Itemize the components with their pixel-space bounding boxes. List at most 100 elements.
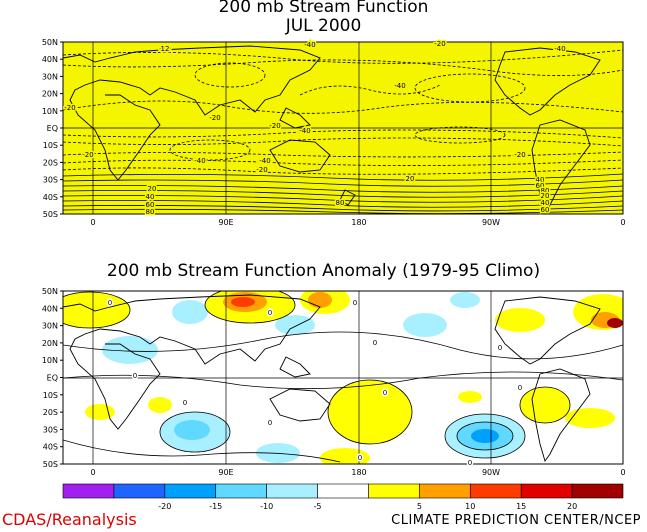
colorbar-label: 5	[417, 502, 422, 511]
bottom-lat-label: 20N	[42, 339, 58, 348]
bottom-lon-label: 0	[90, 468, 95, 477]
top-contour-label: -20	[269, 122, 280, 130]
top-map-panel: -20 -40 -20-40-40-20-20-20-40-40-20-20-20-…	[42, 38, 626, 227]
colorbar-swatch	[419, 483, 471, 499]
bottom-lon-label: 0	[620, 468, 625, 477]
colorbar-label: 10	[465, 502, 475, 511]
bottom-contours	[63, 291, 623, 463]
colorbar-swatch	[469, 483, 522, 499]
colorbar-swatch	[317, 483, 369, 499]
top-contour-label: 60	[541, 206, 550, 214]
colorbar-label: 15	[516, 502, 526, 511]
top-lon-label: 90W	[482, 218, 500, 227]
top-lat-label: 50N	[42, 38, 58, 47]
colorbar-swatch	[266, 483, 318, 499]
bottom-zero-label: 0	[268, 419, 272, 427]
top-lon-label: 180	[351, 218, 366, 227]
bottom-lat-label: 20S	[43, 408, 58, 417]
top-title-line1: 200 mb Stream Function	[218, 0, 429, 17]
bottom-zero-label: 0	[498, 344, 502, 352]
bottom-lat-label: 50S	[43, 460, 58, 469]
top-contour-label: 20	[406, 175, 415, 183]
colorbar-swatch	[571, 483, 624, 499]
footer-source: CDAS/Reanalysis	[2, 510, 137, 529]
colorbar-swatch	[164, 483, 217, 499]
footer-credit: CLIMATE PREDICTION CENTER/NCEP	[391, 513, 641, 528]
top-contour-label: -40	[194, 157, 205, 165]
colorbar-swatch	[520, 483, 573, 499]
bottom-axes: 50N 40N 30N 20N 10N EQ 10S 20S 30S 40S 50S 0 90E 180 9…	[42, 287, 626, 477]
top-lat-label: 20N	[42, 90, 58, 99]
top-contours	[63, 45, 623, 214]
bottom-lat-label: EQ	[47, 374, 58, 383]
top-contour-label: -20	[434, 40, 445, 48]
top-contour-label: 80	[541, 187, 550, 195]
colorbar-label: -10	[260, 502, 273, 511]
top-axes: 50N 40N 30N 20N 10N EQ 10S 20S 30S 40S 50S 0 90E 180 9…	[42, 38, 626, 227]
top-contour-labels: -20 -40 -20-40-40-20-20-20-40-40-20-20-20-…	[63, 39, 567, 218]
bottom-map-panel: 0 0 0 0 0 0 0 0 0 0 0 0 50N 40N 30N 20N 10N EQ 10S 20S 30S 4…	[42, 287, 626, 477]
top-contour-label: 40	[536, 176, 545, 184]
bottom-zero-label: 0	[268, 309, 272, 317]
top-contour-label: 40	[146, 193, 155, 201]
top-contour-label: -20	[64, 104, 75, 112]
top-lon-label: 0	[90, 218, 95, 227]
top-lat-label: 10N	[42, 107, 58, 116]
colorbar-label: -5	[314, 502, 322, 511]
top-title-line2: JUL 2000	[285, 16, 362, 36]
top-contour-label: 12	[161, 45, 170, 53]
top-lat-label: 40N	[42, 55, 58, 64]
top-contour-label: 20	[541, 192, 550, 200]
bottom-zero-label: 0	[108, 299, 112, 307]
bottom-zero-label: 0	[358, 454, 362, 462]
bottom-lat-label: 40N	[42, 304, 58, 313]
top-lat-label: 50S	[43, 210, 58, 219]
top-lat-label: EQ	[47, 124, 58, 133]
top-lon-label: 0	[620, 218, 625, 227]
bottom-lat-label: 40S	[43, 443, 58, 452]
top-contour-label: -20	[209, 114, 220, 122]
top-contour-label: 40	[541, 199, 550, 207]
top-contour-label: -20	[159, 45, 170, 53]
top-lon-label: 90E	[218, 218, 233, 227]
bottom-lat-label: 30S	[43, 425, 58, 434]
colorbar: -20 -15 -10 -5 5 10 15 20	[62, 483, 624, 511]
bottom-zero-label: 0	[353, 299, 357, 307]
colorbar-label: 20	[567, 502, 577, 511]
bottom-zero-label: 0	[518, 384, 522, 392]
bottom-lat-label: 10N	[42, 356, 58, 365]
bottom-zero-label: 0	[383, 389, 387, 397]
bottom-lon-label: 90W	[482, 468, 500, 477]
top-contour-label: -40	[554, 45, 565, 53]
top-lat-label: 30N	[42, 72, 58, 81]
top-panel-title: 200 mb Stream Function JUL 2000	[0, 0, 647, 36]
top-lat-label: 20S	[43, 158, 58, 167]
top-contour-label: -40	[304, 41, 315, 49]
bottom-lat-label: 50N	[42, 287, 58, 296]
bottom-grid	[63, 291, 623, 464]
top-contour-label: -40	[259, 157, 270, 165]
top-lat-label: 30S	[43, 176, 58, 185]
colorbar-swatch	[368, 483, 420, 499]
colorbar-label: -15	[209, 502, 222, 511]
colorbar-swatch	[113, 483, 166, 499]
colorbar-swatch	[62, 483, 115, 499]
top-lat-label: 10S	[43, 141, 58, 150]
colorbar-swatch	[215, 483, 267, 499]
bottom-lat-label: 30N	[42, 322, 58, 331]
top-contour-label: -40	[394, 82, 405, 90]
top-grid	[63, 42, 623, 214]
top-contour-label: -20	[82, 151, 93, 159]
top-contour-label: 60	[536, 182, 545, 190]
top-lat-label: 40S	[43, 193, 58, 202]
bottom-zero-label: 0	[373, 339, 377, 347]
bottom-zero-label: 0	[183, 399, 187, 407]
bottom-anomaly-fills	[63, 291, 623, 464]
colorbar-label: -20	[158, 502, 171, 511]
top-contour-label: 80	[146, 208, 155, 216]
bottom-zero-labels: 0 0 0 0 0 0 0 0 0 0 0 0	[106, 298, 523, 469]
bottom-zero-label: 0	[468, 459, 472, 467]
top-contour-label: 80	[336, 199, 345, 207]
bottom-lat-label: 10S	[43, 391, 58, 400]
